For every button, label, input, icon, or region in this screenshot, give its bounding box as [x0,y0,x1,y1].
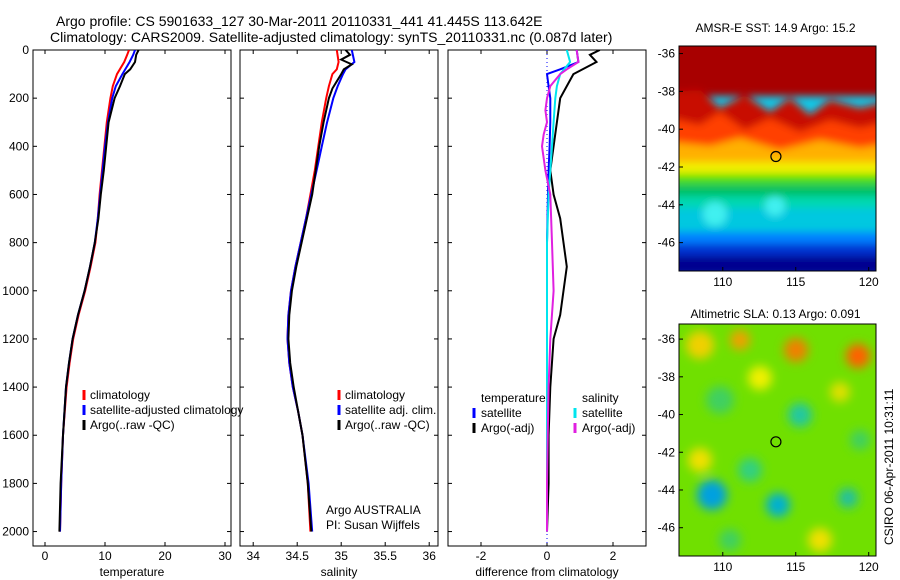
depth-tick-label: 200 [9,91,29,105]
series-line-climatology [59,50,130,532]
argo-location-marker [770,150,782,163]
difference-legend-label: Argo(-adj) [582,421,635,435]
argo-credit-annotation: Argo AUSTRALIA [326,503,421,517]
salinity-xtick-label: 35.5 [374,549,398,563]
depth-tick-label: 1400 [2,380,29,394]
temperature-xtick-label: 0 [42,549,49,563]
figure-title-line1: Argo profile: CS 5901633_127 30-Mar-2011… [56,13,543,29]
series-line-argo-raw-qc- [58,50,140,532]
difference-legend-label: Argo(-adj) [481,421,534,435]
depth-tick-label: 2000 [2,525,29,539]
difference-legend-label: satellite [481,406,522,420]
sla-map-xtick-label: 120 [859,560,879,574]
salinity-legend-label: climatology [345,388,405,402]
difference-xtick-label: 0 [544,549,551,563]
difference-xtick-label: 2 [610,549,617,563]
sla-map-xtick-label: 115 [786,560,805,574]
difference-legend-title: salinity [582,391,619,405]
sla-map-xtick-label: 110 [713,560,732,574]
sst-map-ytick-label: -44 [658,198,676,212]
sst-map-xtick-label: 110 [713,275,732,289]
sst-map-xtick-label: 120 [859,275,879,289]
depth-tick-label: 1600 [2,428,29,442]
sla-map-ytick-label: -40 [658,408,676,422]
difference-series-group [540,50,601,532]
depth-tick-label: 800 [9,236,29,250]
sst-map-panel: AMSR-E SST: 14.9 Argo: 15.2 110 115 120 -36 -… [658,21,879,289]
temperature-xlabel: temperature [100,565,165,579]
series-line-temperature-argo-adj- [546,50,601,532]
sst-map-title: AMSR-E SST: 14.9 Argo: 15.2 [695,21,855,35]
difference-legend-label: satellite [582,406,623,420]
salinity-xtick-label: 35 [335,549,349,563]
depth-tick-label: 600 [9,187,29,201]
sst-map-ytick-label: -42 [658,160,676,174]
difference-xlabel: difference from climatology [475,565,618,579]
difference-xtick-label: -2 [476,549,487,563]
salinity-xtick-label: 34 [247,549,261,563]
sst-map-axes-box [678,45,877,272]
temperature-legend-label: Argo(..raw -QC) [90,418,175,432]
series-line-argo-raw-qc- [287,50,354,532]
sla-map-ytick-label: -38 [658,370,676,384]
temperature-xtick-label: 20 [158,549,172,563]
temperature-axes-box [32,49,232,547]
sla-heatmap [679,324,876,556]
temperature-xtick-label: 10 [98,549,112,563]
sst-heatmap [679,46,876,271]
difference-legend-title: temperature [481,391,546,405]
figure-title-line2: Climatology: CARS2009. Satellite-adjuste… [50,29,613,45]
sst-map-ytick-label: -40 [658,122,676,136]
salinity-panel: 34 34.5 35 35.5 36 salinity climatologysatelli… [239,49,439,579]
series-line-salinity-satellite [546,50,572,532]
figure-credit: CSIRO 06-Apr-2011 10:31:11 [882,388,896,545]
salinity-xtick-label: 36 [423,549,437,563]
depth-tick-label: 1200 [2,332,29,346]
sla-map-ytick-label: -46 [658,521,676,535]
depth-tick-label: 400 [9,139,29,153]
series-line-satellite-adjusted-climatology [59,50,136,532]
sst-map-xtick-label: 115 [786,275,805,289]
series-line-salinity-argo-adj- [540,50,580,532]
sla-map-panel: Altimetric SLA: 0.13 Argo: 0.091 110 115 12… [658,307,879,574]
temperature-legend-label: satellite-adjusted climatology [90,403,243,417]
salinity-axes-box [239,49,439,547]
sla-map-ytick-label: -42 [658,445,676,459]
sla-map-ytick-label: -44 [658,483,676,497]
salinity-legend-label: satellite adj. clim. [345,403,436,417]
series-line-climatology [286,50,340,532]
difference-panel: -2 0 2 difference from climatology temperatu… [447,49,647,579]
sst-map-ytick-label: -46 [658,236,676,250]
salinity-series-group [286,50,356,532]
temperature-series-group [58,50,140,532]
sst-map-ytick-label: -38 [658,84,676,98]
temperature-xtick-label: 30 [218,549,232,563]
salinity-xlabel: salinity [321,565,358,579]
depth-tick-label: 1800 [2,476,29,490]
sla-map-ytick-label: -36 [658,332,676,346]
depth-tick-label: 1000 [2,284,29,298]
salinity-legend-label: Argo(..raw -QC) [345,418,430,432]
salinity-xtick-label: 34.5 [286,549,310,563]
sla-map-title: Altimetric SLA: 0.13 Argo: 0.091 [690,307,860,321]
sla-map-axes-box [678,323,877,557]
temperature-panel: 0 10 20 30 0 200 400 600 800 1000 1200 1400 1600 1800… [2,43,243,579]
sst-map-ytick-label: -36 [658,47,676,61]
argo-credit-annotation: PI: Susan Wijffels [326,518,420,532]
depth-tick-label: 0 [22,43,29,57]
temperature-legend-label: climatology [90,388,150,402]
argo-location-marker [770,436,782,448]
